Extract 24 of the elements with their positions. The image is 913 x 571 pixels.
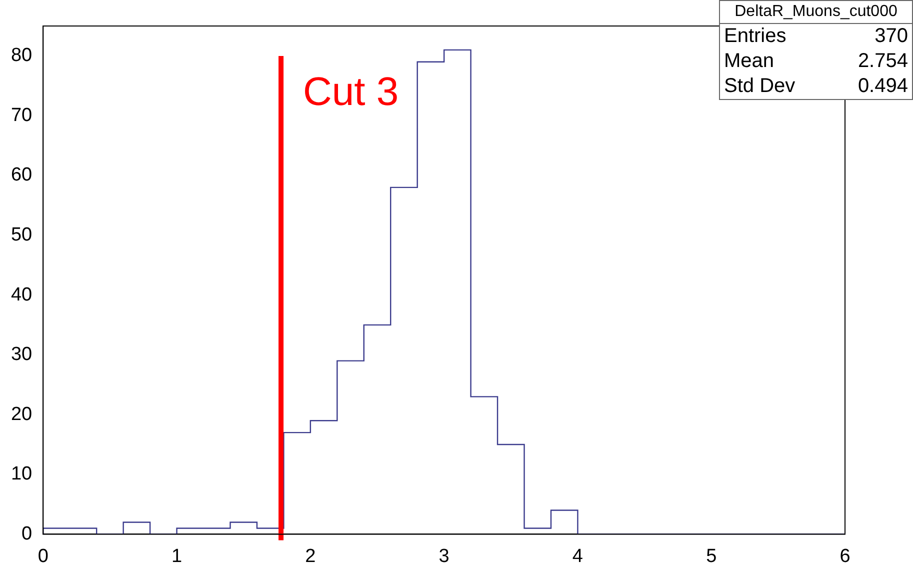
text: DeltaR_Muons_cut000 [720, 1, 912, 24]
y-tick-label: 80 [10, 45, 32, 66]
y-tick-label: 60 [10, 164, 32, 186]
text: 370 [874, 24, 908, 49]
text: 0.494 [858, 74, 908, 99]
text: 2.754 [858, 49, 908, 74]
y-tick-label: 10 [10, 464, 32, 485]
y-tick-label: 70 [10, 104, 32, 126]
y-tick-label: 20 [10, 404, 32, 425]
annotation: Mean [724, 49, 774, 74]
ref-line-label: Cut 3 [303, 70, 399, 114]
y-tick-label: 50 [10, 224, 32, 246]
y-tick-label: 40 [10, 284, 32, 306]
x-tick-label: 5 [706, 546, 717, 567]
x-tick-label: 6 [840, 546, 850, 567]
y-tick-label: 30 [10, 344, 32, 366]
x-tick-label: 4 [572, 546, 584, 567]
annotation: Entries [724, 24, 786, 49]
x-tick-label: 2 [305, 546, 316, 567]
x-tick-label: 1 [171, 546, 182, 567]
y-tick-label: 0 [22, 523, 32, 544]
x-tick-label: 0 [38, 546, 48, 567]
x-tick-label: 3 [438, 546, 450, 567]
annotation: Std Dev [724, 74, 796, 99]
